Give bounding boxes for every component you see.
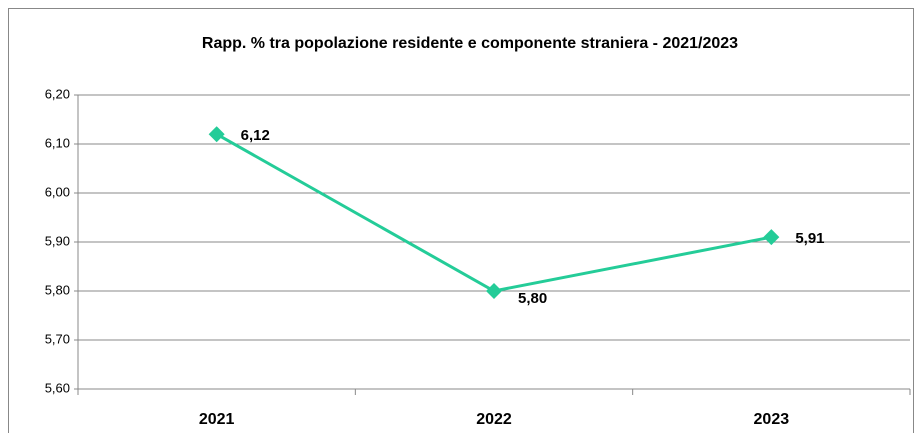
data-label: 5,91 — [795, 230, 824, 247]
marker — [208, 126, 225, 143]
x-tick-label: 2021 — [199, 411, 235, 428]
y-tick-label: 6,20 — [45, 86, 70, 101]
x-tick-label: 2023 — [754, 411, 790, 428]
y-tick-label: 5,90 — [45, 233, 70, 248]
x-tick-label: 2022 — [476, 411, 512, 428]
y-tick-label: 6,10 — [45, 135, 70, 150]
y-tick-label: 6,00 — [45, 184, 70, 199]
chart-title: Rapp. % tra popolazione residente e comp… — [202, 35, 738, 52]
data-label: 5,80 — [518, 290, 547, 307]
chart-border — [8, 8, 914, 438]
y-tick-label: 5,80 — [45, 282, 70, 297]
y-tick-label: 5,60 — [45, 380, 70, 395]
marker — [486, 283, 502, 299]
y-tick-label: 5,70 — [45, 331, 70, 346]
marker — [763, 229, 780, 246]
data-label: 6,12 — [241, 127, 270, 144]
